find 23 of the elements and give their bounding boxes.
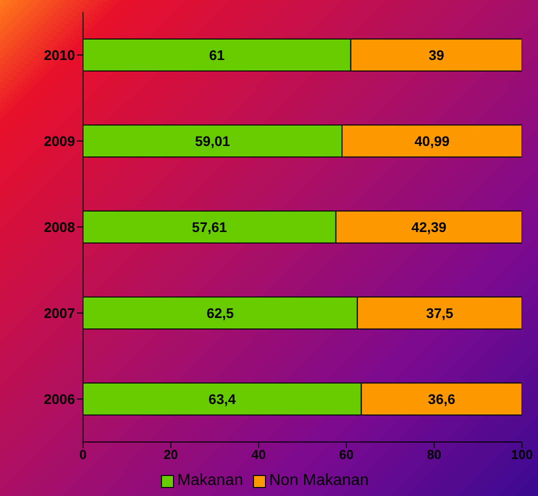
legend-label: Makanan bbox=[177, 472, 244, 490]
data-label: 62,5 bbox=[206, 304, 234, 321]
x-tick-label: 80 bbox=[426, 447, 442, 462]
x-tick-label: 0 bbox=[79, 447, 87, 462]
x-tick-label: 100 bbox=[511, 447, 533, 462]
y-tick-label: 2008 bbox=[44, 218, 76, 235]
data-label: 57,61 bbox=[192, 218, 228, 235]
y-tick-label: 2007 bbox=[44, 304, 76, 321]
data-label: 37,5 bbox=[426, 304, 454, 321]
data-label: 42,39 bbox=[411, 218, 447, 235]
data-label: 40,99 bbox=[414, 132, 450, 149]
y-tick-label: 2009 bbox=[44, 132, 76, 149]
x-tick-label: 20 bbox=[164, 447, 178, 462]
y-tick-label: 2006 bbox=[44, 390, 76, 407]
data-label: 59,01 bbox=[195, 132, 230, 149]
x-tick-label: 40 bbox=[251, 447, 266, 462]
data-label: 36,6 bbox=[428, 390, 456, 407]
x-tick-label: 60 bbox=[339, 447, 354, 462]
y-tick-label: 2010 bbox=[44, 46, 76, 63]
data-label: 61 bbox=[209, 46, 225, 63]
data-label: 39 bbox=[428, 46, 444, 63]
legend-label: Non Makanan bbox=[269, 472, 369, 490]
data-label: 63,4 bbox=[208, 390, 236, 407]
